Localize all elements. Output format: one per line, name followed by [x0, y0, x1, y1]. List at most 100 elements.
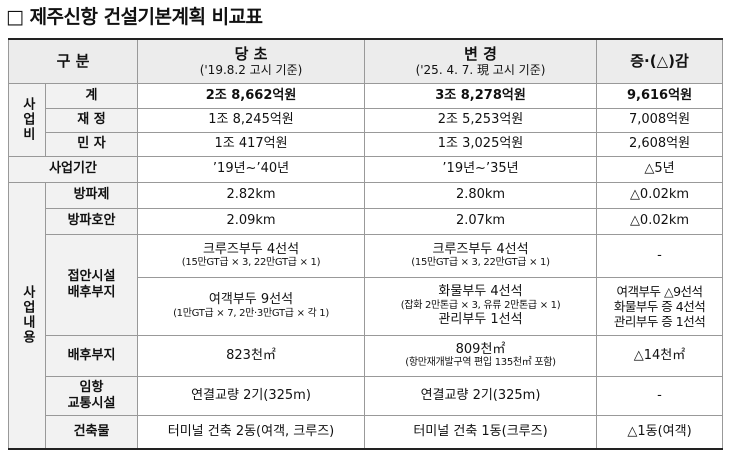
cell-line: 1조 417억원: [214, 136, 288, 152]
value-cell: 3조 8,278억원: [364, 82, 598, 109]
value-cell: 여객부두 △9선석 화물부두 증 4선석 관리부두 증 1선석: [596, 276, 724, 336]
table-row: 건축물 터미널 건축 2동(여객, 크루즈) 터미널 건축 1동(크루즈) △1동(여…: [9, 414, 724, 450]
cell-line: 2조 5,253억원: [437, 112, 524, 128]
cell-line: 크루즈부두 4선석: [432, 241, 529, 257]
table-row: 사업내용 방파제 2.82km 2.80km △0.02km: [8, 181, 724, 450]
header-cell: 증·(△)감: [596, 38, 724, 84]
cell-line: 809천㎡: [455, 341, 506, 357]
cell-line: (1만GT급 × 7, 2만·3만GT급 × 각 1): [173, 307, 329, 319]
cell-line: △0.02km: [629, 187, 690, 203]
row-label: 재 정: [44, 107, 139, 133]
cell-line: 관리부두 증 1선석: [613, 313, 706, 329]
cell-line: 사업기간: [49, 161, 97, 177]
row-label: 방파호안: [44, 207, 139, 235]
cell-line: 9,616억원: [626, 87, 693, 103]
value-cell: ’19년~’35년: [364, 155, 598, 183]
cell-line: -: [657, 387, 662, 403]
cell-line: 3조 8,278억원: [435, 87, 526, 103]
cell-line: 방파호안: [67, 213, 116, 229]
header-cell: 구 분: [7, 38, 139, 84]
group-label: 사업비: [8, 82, 46, 157]
cell-line: 배후부지: [67, 284, 116, 300]
cell-line: △0.02km: [629, 213, 690, 229]
cell-line: 터미널 건축 2동(여객, 크루즈): [167, 423, 335, 439]
cell-line: 여객부두 9선석: [208, 292, 294, 308]
cell-line: ’19년~’40년: [212, 161, 290, 177]
cell-line: 화물부두 증 4선석: [613, 298, 706, 314]
value-cell: △1동(여객): [596, 414, 724, 450]
cell-line: 연결교량 2기(325m): [420, 387, 541, 403]
cell-line: 여객부두 △9선석: [616, 283, 703, 299]
table-row: 배후부지 823천㎡ 809천㎡ (항만재개발구역 편입 135천㎡ 포함) △14천㎡: [9, 334, 724, 377]
cell-line: 건축물: [73, 423, 110, 439]
cell-line: 교통시설: [67, 395, 116, 411]
value-cell: 1조 417억원: [137, 131, 366, 157]
comparison-table: 구 분 당 초 ('19.8.2 고시 기준) 변 경 ('25. 4. 7. 現 …: [7, 38, 724, 450]
title: □ 제주신항 건설기본계획 비교표: [6, 6, 263, 28]
header-note: ('19.8.2 고시 기준): [199, 63, 303, 78]
value-cell: 연결교량 2기(325m): [364, 375, 598, 416]
value-cell: 크루즈부두 4선석 (15만GT급 × 3, 22만GT급 × 1): [364, 233, 598, 278]
value-cell: 809천㎡ (항만재개발구역 편입 135천㎡ 포함): [364, 334, 598, 377]
cell-line: 관리부두 1선석: [438, 312, 523, 327]
cell-line: (15만GT급 × 3, 22만GT급 × 1): [411, 257, 550, 269]
value-cell: 2.09km: [137, 207, 366, 235]
value-cell: 여객부두 9선석 (1만GT급 × 7, 2만·3만GT급 × 각 1): [137, 276, 366, 336]
cell-line: △5년: [644, 161, 675, 177]
cell-line: 2조 8,662억원: [205, 87, 297, 103]
cell-line: 임항: [79, 379, 104, 395]
cell-line: 1조 8,245억원: [208, 112, 294, 128]
value-cell: 1조 3,025억원: [364, 131, 598, 157]
cell-line: 방파제: [73, 187, 110, 203]
cell-line: 823천㎡: [226, 347, 276, 363]
table-row: 방파호안 2.09km 2.07km △0.02km: [9, 207, 724, 235]
value-cell: 2.07km: [364, 207, 598, 235]
row-label: 임항 교통시설: [44, 375, 139, 416]
value-cell: 823천㎡: [137, 334, 366, 377]
row-label: 민 자: [44, 131, 139, 157]
cell-line: (잡화 2만톤급 × 3, 유류 2만톤급 × 1): [400, 300, 561, 311]
cell-line: 계: [85, 87, 98, 103]
cell-line: 1조 3,025억원: [437, 136, 524, 152]
cell-line: 터미널 건축 1동(크루즈): [413, 423, 548, 439]
cell-line: 2.07km: [455, 213, 506, 229]
table-row: 민 자 1조 417억원 1조 3,025억원 2,608억원: [9, 131, 724, 157]
header-title: 변 경: [464, 45, 497, 64]
row-label: 사업기간: [7, 155, 139, 183]
cell-line: 2.82km: [226, 187, 276, 203]
cell-line: 2,608억원: [628, 136, 691, 152]
value-cell: △5년: [596, 155, 724, 183]
value-cell: 터미널 건축 1동(크루즈): [364, 414, 598, 450]
cell-line: 화물부두 4선석: [438, 284, 523, 300]
cell-line: 7,008억원: [628, 112, 691, 128]
header-title: 당 초: [234, 45, 268, 64]
row-label: 계: [44, 82, 139, 109]
cell-line: 2.09km: [226, 213, 276, 229]
cell-line: (15만GT급 × 3, 22만GT급 × 1): [181, 257, 321, 269]
group-label: 사업내용: [8, 181, 46, 450]
value-cell: 터미널 건축 2동(여객, 크루즈): [137, 414, 366, 450]
cell-line: 연결교량 2기(325m): [191, 387, 311, 403]
value-cell: -: [596, 375, 724, 416]
value-cell: 2.82km: [137, 181, 366, 209]
row-label: 방파제: [44, 181, 139, 209]
cell-line: 크루즈부두 4선석: [202, 241, 300, 257]
row-label: 접안시설 배후부지: [44, 233, 139, 336]
table-row: 재 정 1조 8,245억원 2조 5,253억원 7,008억원: [9, 107, 724, 133]
table-row: 사업비 계 2조 8,662억원 3조 8,278억원 9,616억원: [8, 82, 724, 157]
cell-line: 배후부지: [67, 347, 116, 363]
value-cell: 2,608억원: [596, 131, 724, 157]
cell-line: △14천㎡: [633, 347, 686, 363]
value-cell: △14천㎡: [596, 334, 724, 377]
value-cell: △0.02km: [596, 207, 724, 235]
cell-line: 접안시설: [67, 268, 116, 284]
value-cell: 1조 8,245억원: [137, 107, 366, 133]
table-row: 사업기간 ’19년~’40년 ’19년~’35년 △5년: [7, 155, 724, 183]
table-row: 임항 교통시설 연결교량 2기(325m) 연결교량 2기(325m) -: [9, 375, 724, 416]
cell-line: △1동(여객): [627, 423, 692, 439]
value-cell: 9,616억원: [596, 82, 724, 109]
header-note: ('25. 4. 7. 現 고시 기준): [415, 63, 546, 78]
value-cell: ’19년~’40년: [137, 155, 366, 183]
